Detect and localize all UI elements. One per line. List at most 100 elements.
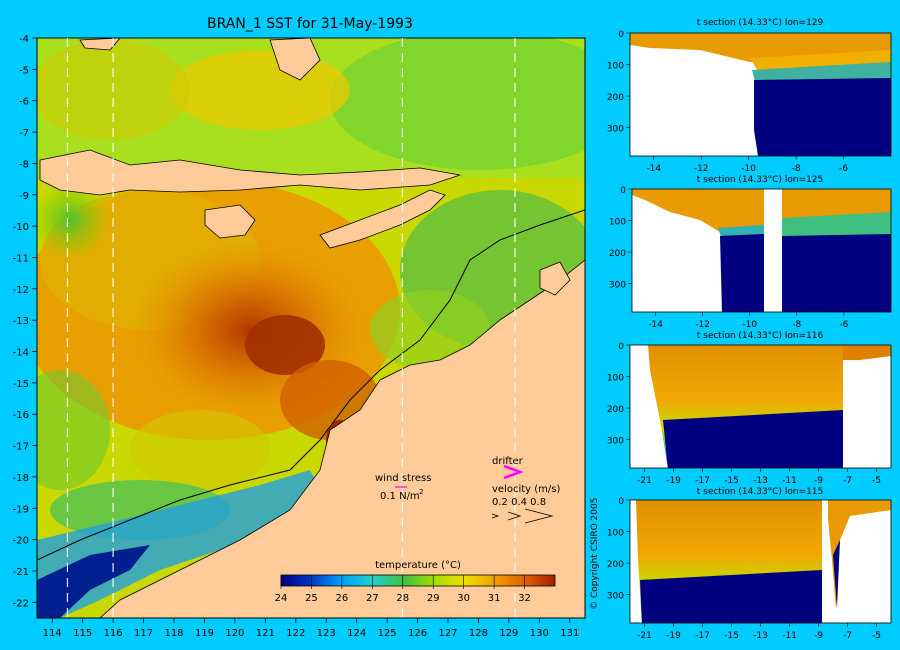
section-y-tick-label: 0: [618, 497, 624, 507]
section-title-lon125: t section (14.33°C) lon=125: [697, 175, 824, 185]
map-x-tick-label: 117: [134, 628, 153, 639]
wind-stress-label: wind stress: [375, 473, 431, 484]
section-x-tick-label: -11: [782, 631, 797, 641]
map-y-tick-label: -15: [13, 379, 29, 390]
section-x-tick-label: -8: [792, 320, 801, 330]
map-y-tick-label: -19: [13, 504, 29, 515]
section-x-tick-label: -13: [753, 476, 768, 486]
map-y-tick-label: -5: [19, 65, 29, 76]
colorbar-tick-label: 31: [488, 593, 501, 604]
map-x-tick-label: 115: [73, 628, 92, 639]
map-y-tick-label: -21: [13, 567, 29, 578]
section-x-tick-label: -9: [814, 476, 823, 486]
section-y-tick-label: 300: [607, 437, 624, 447]
map-x-tick-label: 122: [286, 628, 305, 639]
colorbar-tick-label: 30: [457, 593, 470, 604]
map-x-tick-label: 131: [560, 628, 579, 639]
map-x-tick-label: 116: [104, 628, 123, 639]
map-x-tick-label: 123: [317, 628, 336, 639]
map-frame: [36, 37, 586, 619]
map-y-tick-label: -12: [13, 285, 29, 296]
map-x-tick-label: 121: [256, 628, 275, 639]
section-panel-lon125: t section (14.33°C) lon=125: [631, 175, 892, 313]
colorbar-tick-label: 25: [305, 593, 318, 604]
map-x-tick-label: 118: [164, 628, 183, 639]
section-panel-lon116: t section (14.33°C) lon=116: [629, 331, 892, 469]
section-x-tick-label: -6: [839, 164, 848, 174]
section-y-tick-label: 0: [618, 342, 624, 352]
map-x-tick-label: 126: [408, 628, 427, 639]
map-x-tick-label: 128: [469, 628, 488, 639]
map-x-tick-label: 114: [43, 628, 62, 639]
section-x-tick-label: -12: [694, 164, 709, 174]
section-x-tick-label: -5: [872, 631, 881, 641]
drifter-legend: drifter velocity (m/s) 0.2 0.4 0.8: [491, 456, 560, 524]
section-y-tick-label: 100: [609, 218, 626, 228]
section-y-tick-label: 100: [607, 529, 624, 539]
section-x-tick-label: -11: [782, 476, 797, 486]
map-y-tick-label: -4: [19, 34, 29, 45]
section-axes: -14 -12 -10 -8 -6 0 100 200 300 -14 -12 -10 -8 -6 0 100…: [607, 30, 881, 641]
wind-stress-exponent: 2: [419, 488, 423, 496]
section-y-tick-label: 200: [609, 249, 626, 259]
section-y-tick-label: 0: [620, 186, 626, 196]
section-x-tick-label: -10: [742, 320, 757, 330]
section-y-tick-label: 300: [607, 125, 624, 135]
map-y-tick-label: -17: [13, 442, 29, 453]
section-panel-lon115: t section (14.33°C) lon=115: [629, 487, 892, 624]
colorbar-tick-label: 27: [366, 593, 379, 604]
map-y-tick-label: -9: [19, 191, 29, 202]
section-y-tick-label: 300: [609, 281, 626, 291]
section-x-tick-label: -19: [666, 476, 681, 486]
section-x-tick-label: -14: [646, 164, 661, 174]
wind-stress-value: 0.1 N/m: [380, 491, 420, 502]
section-x-tick-label: -21: [637, 631, 652, 641]
section-y-tick-label: 0: [618, 30, 624, 40]
map-y-tick-label: -10: [13, 222, 29, 233]
section-y-tick-label: 200: [607, 93, 624, 103]
velocity-values: 0.2 0.4 0.8: [492, 497, 546, 508]
map-x-axis: 114 115 116 117 118 119 120 121 122 123 124 125 126 1…: [43, 618, 579, 639]
map-y-tick-label: -11: [13, 253, 29, 264]
section-title-lon115: t section (14.33°C) lon=115: [697, 487, 824, 497]
colorbar-tick-label: 28: [396, 593, 409, 604]
section-x-tick-label: -12: [695, 320, 710, 330]
map-y-tick-label: -20: [13, 536, 29, 547]
section-x-tick-label: -5: [872, 476, 881, 486]
map-title: BRAN_1 SST for 31-May-1993: [207, 16, 413, 32]
map-y-tick-label: -13: [13, 316, 29, 327]
drifter-label: drifter: [492, 456, 524, 467]
section-y-tick-label: 200: [607, 405, 624, 415]
wind-stress-legend: wind stress 0.1 N/m 2: [375, 473, 431, 502]
colorbar-tick-label: 26: [336, 593, 349, 604]
section-x-tick-label: -8: [792, 164, 801, 174]
section-x-tick-label: -14: [648, 320, 663, 330]
velocity-label: velocity (m/s): [492, 484, 560, 495]
map-y-axis: -4 -5 -6 -7 -8 -9 -10 -11 -12 -13 -14 -15 -16 -17 -18 -…: [13, 34, 37, 609]
drifter-arrow-icon: [503, 464, 524, 480]
section-x-tick-label: -6: [839, 320, 848, 330]
velocity-arrows-icon: [491, 508, 554, 524]
section-x-tick-label: -7: [843, 631, 852, 641]
section-x-tick-label: -19: [666, 631, 681, 641]
map-x-tick-label: 120: [225, 628, 244, 639]
section-x-tick-label: -9: [814, 631, 823, 641]
map-x-tick-label: 124: [347, 628, 366, 639]
map-x-tick-label: 125: [378, 628, 397, 639]
section-x-tick-label: -21: [637, 476, 652, 486]
map-x-tick-label: 130: [530, 628, 549, 639]
map-y-tick-label: -6: [19, 97, 29, 108]
copyright-text: © Copyright CSIRO 2005: [590, 498, 600, 610]
section-x-tick-label: -17: [695, 631, 710, 641]
section-y-tick-label: 300: [607, 592, 624, 602]
colorbar-tick-label: 24: [275, 593, 288, 604]
section-panel-lon129: t section (14.33°C) lon=129: [629, 18, 892, 157]
section-lines: [66, 38, 516, 618]
section-title-lon116: t section (14.33°C) lon=116: [697, 331, 824, 341]
section-y-tick-label: 100: [607, 374, 624, 384]
colorbar-tick-label: 32: [518, 593, 531, 604]
section-y-tick-label: 100: [607, 62, 624, 72]
map-y-tick-label: -16: [13, 410, 29, 421]
section-x-tick-label: -17: [695, 476, 710, 486]
